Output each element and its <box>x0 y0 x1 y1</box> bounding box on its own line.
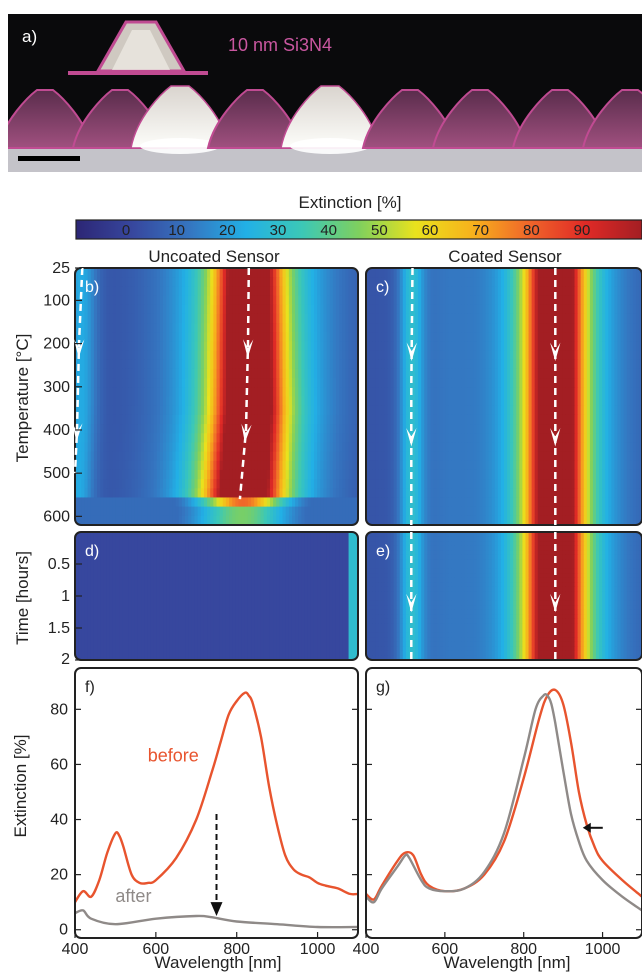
peak-trace-long <box>238 267 251 500</box>
line-panels: f) g) before after <box>74 667 642 939</box>
wavelength-tick-label: 1000 <box>585 941 621 958</box>
heatmap-d: d) <box>74 531 359 661</box>
colorbar-title: Extinction [%] <box>299 193 402 212</box>
colorbar-tick-label: 90 <box>574 222 591 239</box>
temperature-tick-label: 500 <box>43 465 70 482</box>
series-label-before: before <box>148 746 199 766</box>
panel-a-label: a) <box>22 27 37 46</box>
time-tick-label: 0.5 <box>48 556 70 573</box>
peak-arrow <box>550 593 561 613</box>
panel-label-f: f) <box>85 679 95 696</box>
colorbar <box>75 219 642 240</box>
extinction-tick-label: 80 <box>50 701 68 718</box>
colorbar-tick-label: 40 <box>320 222 337 239</box>
panel-label-c: c) <box>376 279 389 296</box>
temperature-tick-label: 200 <box>43 336 70 353</box>
panel-label-d: d) <box>85 543 99 560</box>
colorbar-tick-label: 20 <box>219 222 236 239</box>
wavelength-tick-label: 600 <box>432 941 459 958</box>
series-line-series1 <box>366 693 642 912</box>
heatmap-e: e) <box>365 531 642 661</box>
line-panel-g: g) <box>365 667 642 939</box>
wavelength-tick-label: 400 <box>353 941 380 958</box>
extinction-tick-label: 0 <box>59 922 68 939</box>
peak-arrow <box>550 342 561 362</box>
colorbar-tick-label: 80 <box>523 222 540 239</box>
heatmap-frame <box>365 267 642 526</box>
heatmap-c: c) <box>365 267 642 526</box>
colorbar-tick-label: 50 <box>371 222 388 239</box>
line-panel-f: f) <box>74 667 359 939</box>
series-line-after <box>75 909 358 929</box>
colorbar-tick-label: 60 <box>422 222 439 239</box>
series-label-after: after <box>115 886 151 906</box>
colorbar-tick-label: 70 <box>472 222 489 239</box>
temperature-axis-label: Temperature [°C] <box>13 334 32 463</box>
line-panel-frame <box>365 667 642 939</box>
wavelength-tick-label: 800 <box>223 941 250 958</box>
change-arrow-head <box>210 902 223 916</box>
coating-label: 10 nm Si3N4 <box>228 35 332 55</box>
peak-trace-short <box>410 267 414 525</box>
time-tick-label: 2 <box>61 651 70 668</box>
extinction-tick-label: 60 <box>50 756 68 773</box>
time-tick-label: 1 <box>61 588 70 605</box>
peak-arrow <box>406 593 417 613</box>
series-line-before <box>75 691 358 903</box>
inset-cone <box>68 20 208 75</box>
heatmap-panels: b) c) d) e) <box>72 267 642 661</box>
time-axis-label: Time [hours] <box>13 551 32 645</box>
title-uncoated: Uncoated Sensor <box>148 247 280 266</box>
extinction-tick-label: 40 <box>50 812 68 829</box>
wavelength-tick-label: 600 <box>143 941 170 958</box>
heatmap-b: b) <box>72 267 359 526</box>
peak-arrow <box>242 339 254 358</box>
wavelength-axis-label-right: Wavelength [nm] <box>444 953 571 972</box>
peak-arrow <box>241 423 252 443</box>
panel-label-g: g) <box>376 679 390 696</box>
peak-arrow <box>406 427 417 447</box>
nanocone-row <box>8 85 642 154</box>
wavelength-tick-label: 400 <box>62 941 89 958</box>
line-panel-frame <box>74 667 359 939</box>
colorbar-tick-label: 30 <box>270 222 287 239</box>
wavelength-tick-label: 1000 <box>300 941 336 958</box>
temperature-tick-label: 25 <box>52 260 70 277</box>
heatmap-frame <box>74 267 359 526</box>
shift-arrow-head <box>582 822 591 833</box>
peak-trace-short <box>73 267 84 474</box>
panel-label-b: b) <box>85 279 99 296</box>
title-coated: Coated Sensor <box>448 247 562 266</box>
panel-a-sem-image: a) 10 nm Si3N4 <box>8 14 642 172</box>
time-ticks: 0.5 1 1.5 2 <box>48 556 82 668</box>
time-tick-label: 1.5 <box>48 620 70 637</box>
heatmap-frame <box>365 531 642 661</box>
extinction-tick-label: 20 <box>50 867 68 884</box>
peak-arrow <box>550 427 561 447</box>
temperature-tick-label: 400 <box>43 422 70 439</box>
wavelength-ticks: 400 600 800 1000 400 600 800 1000 <box>62 941 621 958</box>
extinction-axis-label: Extinction [%] <box>11 735 30 838</box>
temperature-tick-label: 300 <box>43 379 70 396</box>
temperature-tick-label: 100 <box>43 292 70 309</box>
colorbar-tick-label: 0 <box>122 222 130 239</box>
panel-label-e: e) <box>376 543 390 560</box>
wavelength-axis-label-left: Wavelength [nm] <box>155 953 282 972</box>
colorbar-tick-label: 10 <box>168 222 185 239</box>
temperature-tick-label: 600 <box>43 508 70 525</box>
peak-arrow <box>72 422 83 442</box>
extinction-ticks: 0 20 40 60 80 <box>50 701 68 938</box>
wavelength-tick-label: 800 <box>510 941 537 958</box>
colorbar-ticks: 0 10 20 30 40 50 60 70 80 90 <box>122 222 591 239</box>
temperature-ticks: 25 100 200 300 400 500 600 <box>43 260 82 525</box>
nanocone <box>581 89 642 149</box>
scale-bar <box>18 156 80 161</box>
peak-arrow <box>406 342 417 362</box>
